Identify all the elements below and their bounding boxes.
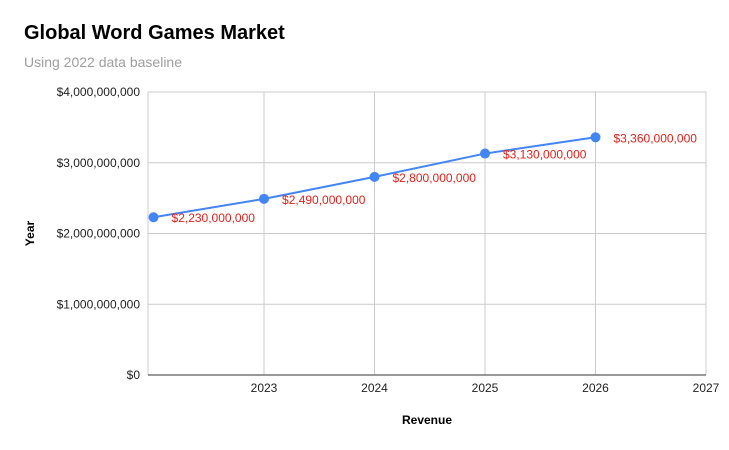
- data-point[interactable]: [480, 148, 491, 159]
- x-tick-label: 2024: [361, 381, 388, 395]
- data-point[interactable]: [259, 193, 270, 204]
- x-axis-title: Revenue: [402, 413, 452, 427]
- data-point[interactable]: [590, 132, 601, 143]
- data-label: $3,360,000,000: [614, 131, 698, 145]
- data-label: $2,490,000,000: [282, 193, 366, 207]
- y-tick-label: $3,000,000,000: [57, 156, 141, 170]
- y-tick-label: $2,000,000,000: [57, 227, 141, 241]
- y-tick-label: $1,000,000,000: [57, 297, 141, 311]
- data-label: $2,230,000,000: [172, 211, 256, 225]
- data-point[interactable]: [369, 171, 380, 182]
- data-label: $2,800,000,000: [393, 171, 477, 185]
- x-tick-label: 2025: [472, 381, 499, 395]
- x-tick-label: 2026: [582, 381, 609, 395]
- x-tick-label: 2023: [251, 381, 278, 395]
- chart-title: Global Word Games Market: [24, 22, 285, 44]
- x-tick-label: 2027: [693, 381, 720, 395]
- y-tick-label: $0: [127, 368, 141, 382]
- chart-subtitle: Using 2022 data baseline: [24, 54, 183, 70]
- y-axis-title: Year: [23, 220, 37, 246]
- data-point[interactable]: [148, 212, 159, 223]
- y-tick-label: $4,000,000,000: [57, 85, 141, 99]
- data-label: $3,130,000,000: [503, 148, 587, 162]
